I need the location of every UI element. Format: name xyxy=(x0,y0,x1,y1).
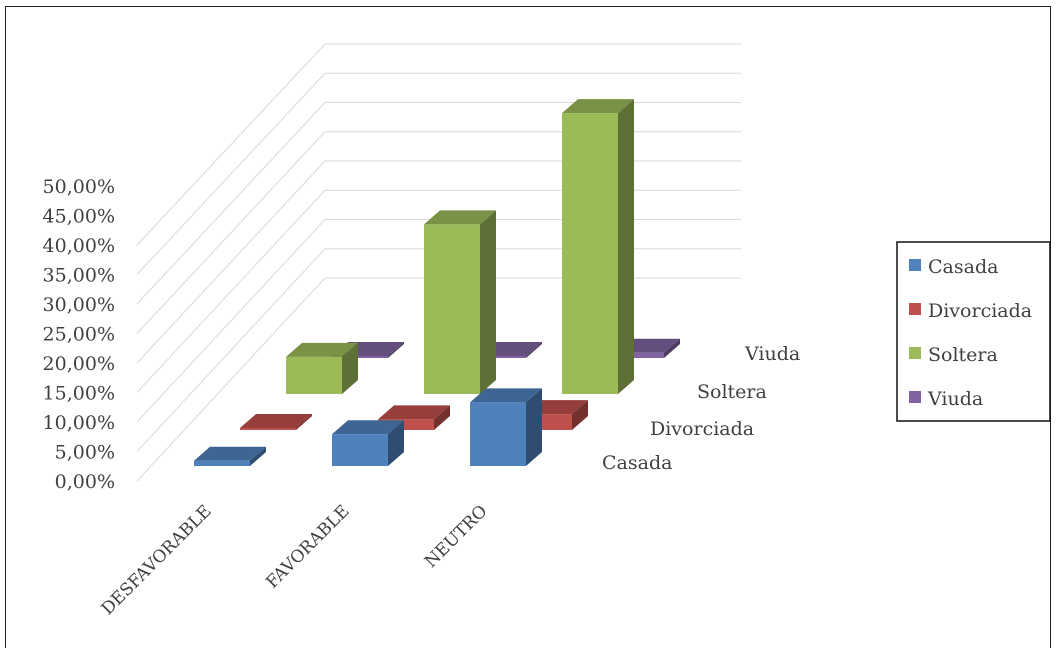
bar-side xyxy=(388,342,404,358)
side-gridline xyxy=(136,102,326,305)
bar xyxy=(332,356,388,358)
x-tick-label: NEUTRO xyxy=(421,501,491,571)
bar-top xyxy=(332,420,404,435)
side-gridline xyxy=(136,72,326,275)
bar xyxy=(240,428,296,430)
legend-swatch xyxy=(909,259,921,271)
legend-label: Casada xyxy=(928,256,998,278)
y-tick-label: 40,00% xyxy=(43,235,115,257)
bar xyxy=(424,224,480,394)
bar-side xyxy=(664,338,680,358)
y-tick-label: 5,00% xyxy=(55,442,115,464)
bar-side xyxy=(480,210,496,394)
side-gridline xyxy=(136,131,326,334)
legend-label: Divorciada xyxy=(928,300,1032,322)
bar-top xyxy=(240,414,312,428)
side-gridline xyxy=(136,160,326,364)
y-tick-label: 20,00% xyxy=(43,353,115,375)
side-gridline xyxy=(136,219,326,423)
legend-label: Viuda xyxy=(927,388,983,410)
bar xyxy=(194,460,250,466)
bar-top xyxy=(378,405,450,420)
bar-top xyxy=(286,342,358,357)
depth-axis-label: Viuda xyxy=(744,343,800,365)
y-tick-label: 25,00% xyxy=(43,324,115,346)
depth-axis-label: Soltera xyxy=(697,381,767,403)
bar xyxy=(608,352,664,358)
bar-side xyxy=(618,99,634,394)
bar-top xyxy=(470,388,542,403)
bar xyxy=(332,434,388,466)
y-tick-label: 0,00% xyxy=(55,471,115,493)
bar-top xyxy=(194,446,266,461)
x-tick-label: DESFAVORABLE xyxy=(98,501,216,619)
bar-side xyxy=(296,414,312,430)
side-gridline xyxy=(136,189,326,393)
depth-axis-label: Divorciada xyxy=(650,418,754,440)
x-tick-label: FAVORABLE xyxy=(262,501,353,592)
depth-axis-label: Casada xyxy=(602,452,672,474)
legend-swatch xyxy=(909,303,921,315)
legend-swatch xyxy=(909,391,921,403)
legend-swatch xyxy=(909,347,921,359)
bar xyxy=(470,356,526,358)
y-tick-label: 35,00% xyxy=(43,265,115,287)
bar-top xyxy=(424,210,496,225)
bar-side xyxy=(342,342,358,394)
bar-side xyxy=(526,388,542,466)
bar-top xyxy=(562,99,634,114)
y-tick-label: 50,00% xyxy=(43,176,115,198)
bar-side xyxy=(572,400,588,430)
side-gridline xyxy=(136,248,326,452)
bar-side xyxy=(434,405,450,430)
y-tick-label: 45,00% xyxy=(43,206,115,228)
legend-label: Soltera xyxy=(928,344,998,366)
legend-box xyxy=(896,241,1051,422)
bar-side xyxy=(526,342,542,358)
y-tick-label: 30,00% xyxy=(43,294,115,316)
y-tick-label: 15,00% xyxy=(43,383,115,405)
bar-side xyxy=(250,446,266,466)
chart-frame xyxy=(5,6,1051,648)
bar-side xyxy=(388,420,404,466)
bar xyxy=(286,356,342,394)
side-gridline xyxy=(136,277,326,482)
y-tick-label: 10,00% xyxy=(43,412,115,434)
bar xyxy=(470,402,526,466)
side-gridline xyxy=(136,43,326,246)
bar xyxy=(562,113,618,394)
bar xyxy=(378,419,434,430)
